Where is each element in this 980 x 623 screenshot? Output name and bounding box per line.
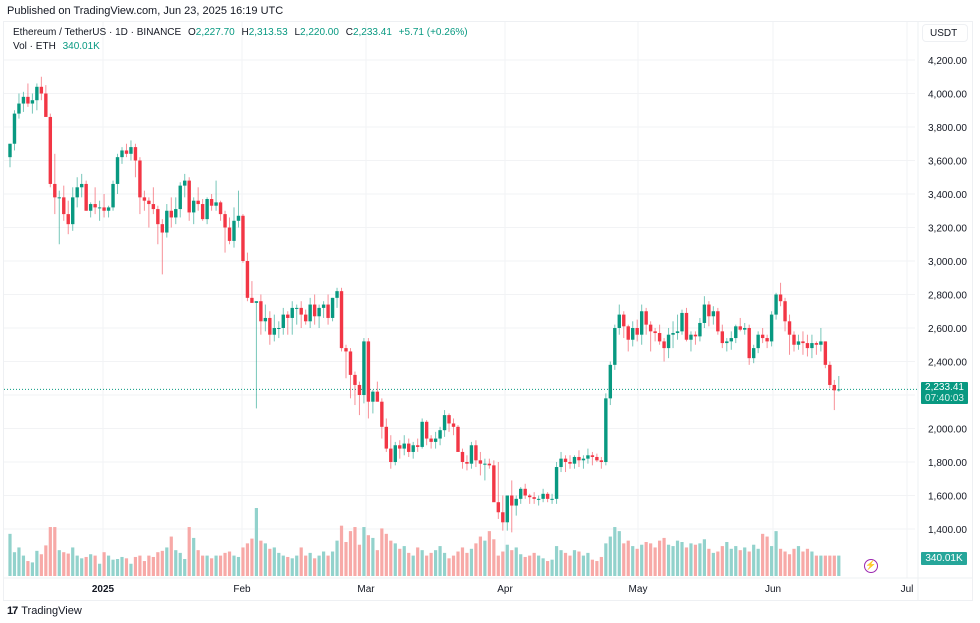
price-tick-label: 2,600.00 — [928, 324, 967, 335]
high-value: 2,313.53 — [248, 27, 288, 38]
open-value: 2,227.70 — [195, 27, 235, 38]
price-tick-label: 3,400.00 — [928, 190, 967, 201]
price-tick-label: 3,000.00 — [928, 257, 967, 268]
chart-legend: Ethereum / TetherUS · 1D · BINANCE O2,22… — [13, 26, 468, 54]
time-tick-label: Apr — [497, 584, 513, 595]
symbol-label[interactable]: Ethereum / TetherUS · 1D · BINANCE — [13, 27, 182, 38]
price-tick-label: 3,600.00 — [928, 157, 967, 168]
brand-footer[interactable]: 17 TradingView — [7, 605, 82, 617]
price-tick-label: 1,800.00 — [928, 458, 967, 469]
time-tick-label: May — [629, 584, 648, 595]
price-tick-label: 2,000.00 — [928, 425, 967, 436]
price-tick-label: 4,000.00 — [928, 90, 967, 101]
ohlc-row: Ethereum / TetherUS · 1D · BINANCE O2,22… — [13, 26, 468, 40]
volume-bars — [8, 508, 841, 576]
price-tick-label: 3,800.00 — [928, 123, 967, 134]
high-label: H — [241, 27, 249, 38]
volume-row: Vol · ETH 340.01K — [13, 40, 468, 54]
published-caption: Published on TradingView.com, Jun 23, 20… — [7, 5, 284, 17]
price-tick-label: 4,200.00 — [928, 56, 967, 67]
candles — [8, 76, 841, 533]
last-price-value: 2,233.41 — [925, 382, 964, 393]
volume-label[interactable]: Vol · ETH — [13, 41, 56, 52]
chart-frame — [3, 21, 973, 601]
price-tick-label: 1,600.00 — [928, 492, 967, 503]
time-tick-label: Jul — [901, 584, 914, 595]
low-value: 2,220.00 — [300, 27, 339, 38]
time-tick-label: Feb — [233, 584, 251, 595]
time-tick-label: Jun — [765, 584, 781, 595]
volume-tag: 340.01K — [921, 552, 967, 565]
price-tick-label: 3,200.00 — [928, 224, 967, 235]
price-tick-label: 1,400.00 — [928, 525, 967, 536]
last-price-tag: 2,233.41 07:40:03 — [921, 382, 968, 404]
close-value: 2,233.41 — [352, 27, 392, 38]
bar-countdown: 07:40:03 — [925, 393, 964, 404]
time-tick-label: 2025 — [92, 584, 115, 595]
price-tick-label: 2,800.00 — [928, 291, 967, 302]
close-label: C — [345, 27, 353, 38]
currency-unit-button[interactable]: USDT — [922, 24, 968, 42]
time-tick-label: Mar — [357, 584, 375, 595]
low-label: L — [294, 27, 300, 38]
volume-value: 340.01K — [62, 41, 100, 52]
lightning-icon[interactable]: ⚡ — [864, 559, 878, 573]
tradingview-logo-icon: 17 — [7, 605, 18, 617]
price-tick-label: 2,400.00 — [928, 358, 967, 369]
open-label: O — [187, 27, 196, 38]
change-value: +5.71 (+0.26%) — [398, 27, 468, 38]
brand-name: TradingView — [21, 605, 82, 617]
